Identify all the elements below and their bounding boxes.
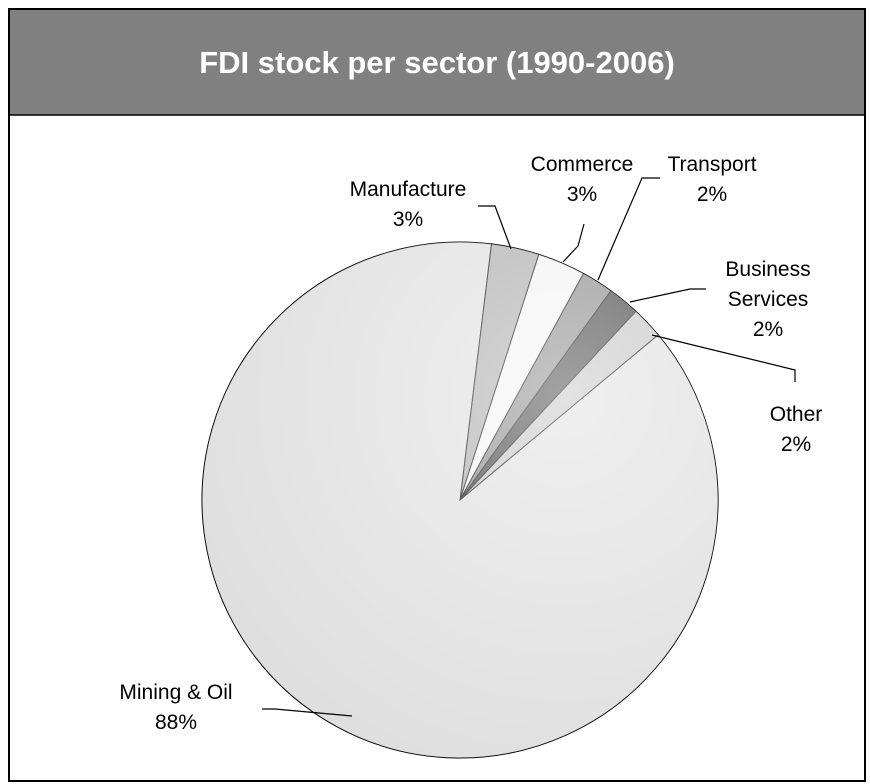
category-label: Mining & Oil xyxy=(119,681,233,704)
leader-line xyxy=(262,708,353,717)
category-label: Transport xyxy=(667,153,757,176)
header-band xyxy=(10,10,864,115)
slice-label: Transport 2% xyxy=(652,150,772,210)
leader-line xyxy=(562,223,585,263)
slice-label: Other 2% xyxy=(756,400,836,460)
leader-lines xyxy=(262,177,796,717)
leader-line xyxy=(478,205,512,250)
slice-label: Manufacture 3% xyxy=(338,175,478,235)
category-label: Manufacture xyxy=(349,178,467,201)
value-label: 2% xyxy=(752,318,784,341)
value-label: 3% xyxy=(566,183,598,206)
leader-line xyxy=(651,334,796,382)
pie xyxy=(201,241,719,759)
chart-title: FDI stock per sector (1990-2006) xyxy=(199,45,675,80)
value-label: 3% xyxy=(392,208,424,231)
slice-label: Commerce 3% xyxy=(522,150,642,210)
leader-line xyxy=(629,288,706,303)
value-label: 88% xyxy=(154,711,198,734)
slice-label: Business Services 2% xyxy=(708,255,828,345)
value-label: 2% xyxy=(696,183,728,206)
leader-line xyxy=(597,177,660,281)
value-label: 2% xyxy=(780,433,812,456)
slice-label: Mining & Oil 88% xyxy=(96,678,256,738)
category-label: Commerce xyxy=(530,153,634,176)
category-label: Business Services xyxy=(725,258,811,311)
category-label: Other xyxy=(769,403,823,426)
